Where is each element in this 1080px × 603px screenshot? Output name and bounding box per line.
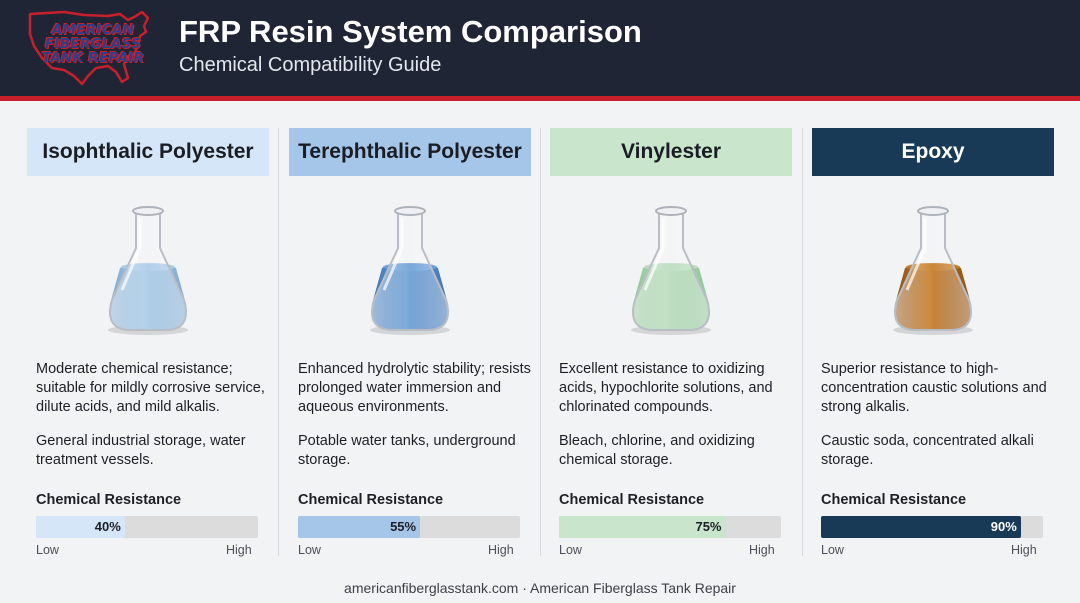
resistance-bar-fill: 75% [559,516,726,538]
resin-description: Excellent resistance to oxidizing acids,… [559,361,773,415]
resistance-bar-fill: 40% [36,516,125,538]
flask-icon [360,204,460,338]
resistance-percent: 90% [990,519,1017,534]
page-title: FRP Resin System Comparison [179,14,642,49]
flask-icon [621,204,721,338]
scale-low-label: Low [559,543,582,557]
header-bar: AMERICAN FIBERGLASS TANK REPAIR FRP Resi… [0,0,1080,96]
resistance-bar: 75% [559,516,781,538]
resin-applications: Potable water tanks, underground storage… [298,433,516,468]
scale-high-label: High [749,543,775,557]
usa-map-outline [28,10,150,86]
resistance-label: Chemical Resistance [298,492,444,508]
scale-high-label: High [488,543,514,557]
column-divider [540,128,541,556]
resin-name-header: Vinylester [550,128,792,176]
resin-column: Vinylester [550,128,792,568]
resistance-bar-fill: 55% [298,516,421,538]
scale-high-label: High [226,543,252,557]
resistance-label: Chemical Resistance [559,492,705,508]
resin-applications: Caustic soda, concentrated alkali storag… [821,433,1034,468]
resin-column: Epoxy [812,128,1054,568]
column-divider [278,128,279,556]
scale-low-label: Low [821,543,844,557]
resin-applications: Bleach, chlorine, and oxidizing chemical… [559,433,755,468]
resin-name-header: Terephthalic Polyester [289,128,531,176]
resistance-label: Chemical Resistance [821,492,967,508]
resin-name-header: Isophthalic Polyester [27,128,269,176]
flask-icon [98,204,198,338]
resistance-bar: 40% [36,516,258,538]
logo-text: AMERICAN FIBERGLASS TANK REPAIR [41,22,145,66]
scale-low-label: Low [298,543,321,557]
column-divider [802,128,803,556]
scale-high-label: High [1011,543,1037,557]
resistance-percent: 75% [695,519,722,534]
resistance-bar: 90% [821,516,1043,538]
resistance-percent: 55% [390,519,417,534]
resin-column: Terephthalic Polyester [289,128,531,568]
resin-description: Moderate chemical resistance; suitable f… [36,361,265,415]
scale-low-label: Low [36,543,59,557]
resin-description: Superior resistance to high-concentratio… [821,361,1047,415]
resistance-bar: 55% [298,516,520,538]
header-accent-line [0,96,1080,101]
resin-name-header: Epoxy [812,128,1054,176]
resistance-percent: 40% [94,519,121,534]
company-logo: AMERICAN FIBERGLASS TANK REPAIR [24,6,154,90]
resin-applications: General industrial storage, water treatm… [36,433,246,468]
resin-description: Enhanced hydrolytic stability; resists p… [298,361,531,415]
resistance-bar-fill: 90% [821,516,1021,538]
resin-column: Isophthalic Polyester [27,128,269,568]
footer-text: americanfiberglasstank.com · American Fi… [344,580,736,596]
resistance-label: Chemical Resistance [36,492,182,508]
flask-icon [883,204,983,338]
page-subtitle: Chemical Compatibility Guide [179,54,442,76]
